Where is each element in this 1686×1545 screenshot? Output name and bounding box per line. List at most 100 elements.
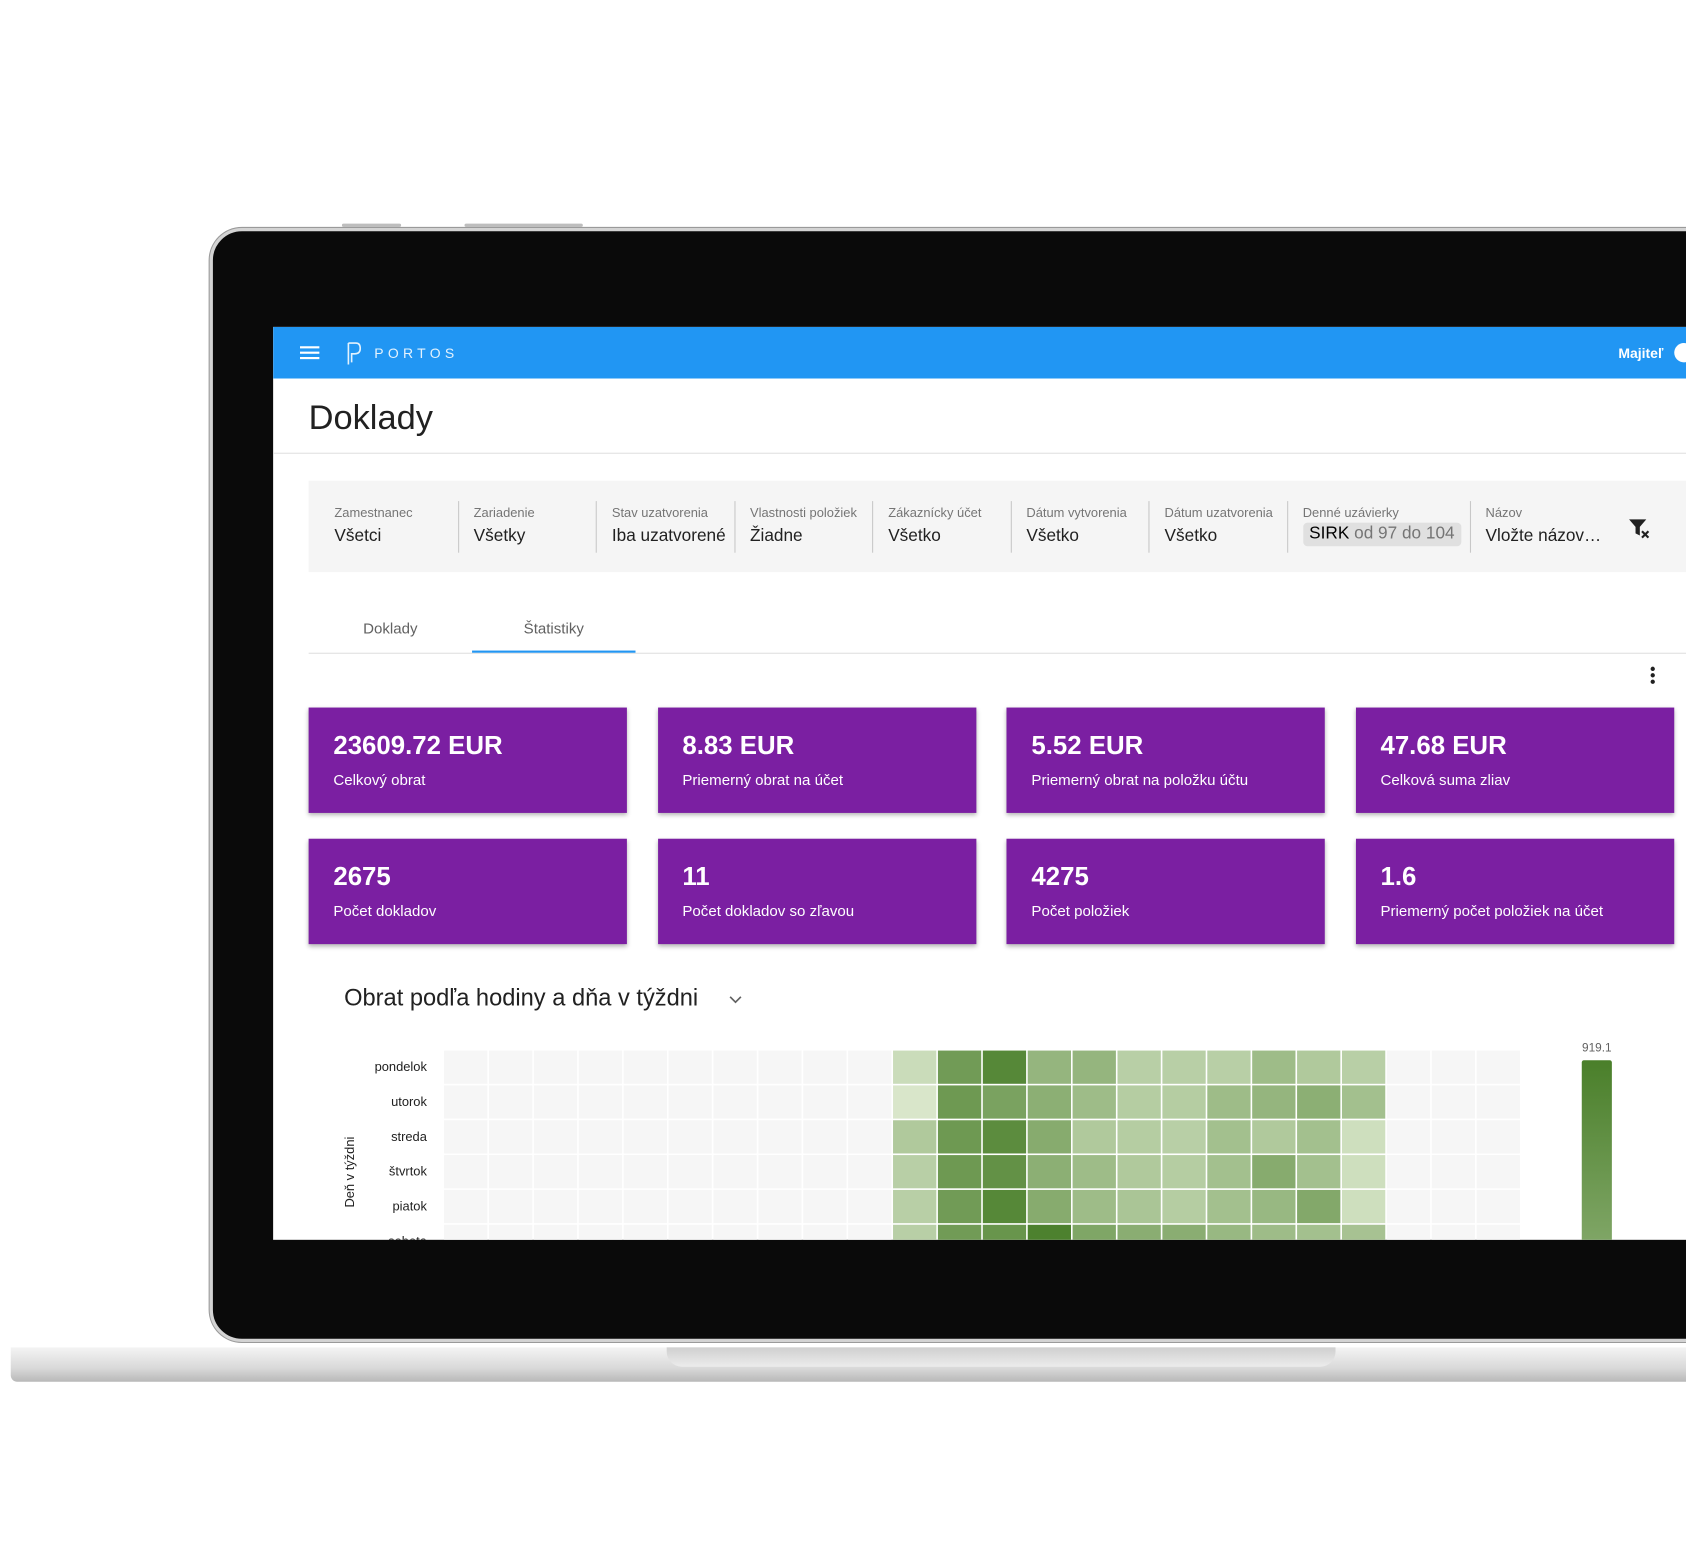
heat-cell — [848, 1050, 892, 1084]
heat-cell — [533, 1189, 578, 1224]
heat-cell — [668, 1189, 712, 1224]
laptop-button — [464, 223, 583, 227]
color-scale-label: 919.1 — [1582, 1041, 1612, 1055]
brand: PORTOS — [374, 345, 459, 362]
row-label: streda — [391, 1129, 428, 1144]
heat-cell — [1072, 1189, 1116, 1224]
menu-button[interactable] — [299, 342, 321, 364]
heat-cell — [668, 1085, 712, 1119]
heat-cell — [893, 1120, 937, 1154]
heat-cell — [937, 1155, 982, 1189]
filter[interactable]: Zariadenie Všetky — [457, 500, 596, 553]
tab-indicator — [472, 650, 636, 653]
heat-cell — [1297, 1120, 1341, 1154]
heat-cell — [937, 1224, 982, 1240]
heat-cell — [713, 1120, 757, 1154]
stat-card: 5.52 EUR Priemerný obrat na položku účtu — [1006, 707, 1325, 813]
chart-dropdown[interactable] — [728, 993, 743, 1008]
heat-cell — [1207, 1085, 1251, 1119]
heat-cell — [1162, 1189, 1206, 1224]
heat-cell — [1297, 1085, 1341, 1119]
filter-label: Dátum uzatvorenia — [1164, 504, 1273, 520]
heat-cell — [623, 1120, 667, 1154]
row-label: utorok — [391, 1094, 427, 1109]
filter[interactable]: Zákaznícky účet Všetko — [872, 500, 1010, 553]
heat-cell — [1027, 1224, 1071, 1240]
heat-cell — [1476, 1155, 1520, 1189]
heat-cell — [488, 1189, 533, 1224]
heat-cell — [488, 1120, 533, 1154]
heat-cell — [444, 1085, 488, 1119]
heat-cell — [1162, 1085, 1206, 1119]
filter[interactable]: Názov Vložte názov… — [1469, 500, 1686, 553]
heat-cell — [1252, 1155, 1296, 1189]
heat-cell — [1117, 1085, 1161, 1119]
stat-value: 5.52 EUR — [1031, 731, 1144, 761]
heat-cell — [1207, 1189, 1251, 1224]
heat-cell — [1431, 1155, 1476, 1189]
heat-cell — [1027, 1085, 1071, 1119]
filter[interactable]: Stav uzatvorenia Iba uzatvorené — [595, 500, 734, 553]
heat-cell — [668, 1120, 712, 1154]
filter-label: Zariadenie — [473, 504, 535, 520]
heat-cell — [848, 1224, 892, 1240]
user-name[interactable]: Majiteľ — [1618, 345, 1664, 362]
heat-cell — [533, 1120, 578, 1154]
heat-cell — [1252, 1085, 1296, 1119]
heat-cell — [1072, 1085, 1116, 1119]
filter[interactable]: Vlastnosti položiek Žiadne — [733, 500, 872, 553]
heat-cell — [623, 1224, 667, 1240]
stat-card: 47.68 EUR Celková suma zliav — [1355, 707, 1675, 813]
heat-cell — [937, 1085, 982, 1119]
stat-card: 23609.72 EUR Celkový obrat — [308, 707, 627, 813]
heat-cell — [1207, 1155, 1251, 1189]
heat-cell — [803, 1224, 847, 1240]
more-button[interactable] — [1645, 665, 1660, 689]
tab[interactable]: Doklady — [363, 619, 418, 637]
filter-label: Zamestnanec — [334, 504, 413, 520]
heat-cell — [578, 1224, 623, 1240]
heat-cell — [758, 1189, 802, 1224]
stat-value: 4275 — [1031, 862, 1089, 892]
heat-cell — [1117, 1120, 1161, 1154]
heat-cell — [533, 1155, 578, 1189]
heat-cell — [1476, 1120, 1520, 1154]
heat-cell — [848, 1189, 892, 1224]
heat-cell — [758, 1050, 802, 1084]
heat-cell — [893, 1050, 937, 1084]
filter[interactable]: Denné uzávierky SIRK od 97 do 104 — [1286, 500, 1470, 553]
heat-cell — [444, 1155, 488, 1189]
heat-cell — [668, 1224, 712, 1240]
heat-cell — [488, 1224, 533, 1240]
filter-label: Vlastnosti položiek — [750, 504, 857, 520]
heatmap: pondelok utorok streda štvrtok piatok sobota D… — [342, 1041, 1612, 1240]
filter[interactable]: Zamestnanec Všetci — [319, 501, 457, 553]
filter-value: Všetky — [473, 526, 526, 545]
heat-cell — [1386, 1085, 1431, 1119]
heat-cell — [578, 1155, 623, 1189]
heat-cell — [982, 1120, 1027, 1154]
tab-divider — [308, 652, 1686, 654]
filter[interactable]: Dátum uzatvorenia Všetko — [1148, 500, 1286, 553]
heat-cell — [803, 1050, 847, 1084]
heat-cell — [533, 1224, 578, 1240]
filter[interactable]: Dátum vytvorenia Všetko — [1010, 500, 1148, 553]
heat-cell — [1341, 1224, 1386, 1240]
heat-cell — [713, 1189, 757, 1224]
stat-value: 23609.72 EUR — [333, 731, 503, 761]
user-icon[interactable] — [1673, 342, 1686, 364]
chip-range: od 97 do 104 — [1354, 524, 1455, 543]
y-axis-label: Deň v týždni — [342, 1137, 357, 1208]
heat-cell — [893, 1155, 937, 1189]
page-title: Doklady — [308, 397, 433, 437]
heat-cell — [713, 1050, 757, 1084]
row-label: pondelok — [375, 1059, 428, 1074]
filter-chip[interactable]: SIRK od 97 do 104 — [1302, 522, 1462, 546]
heat-cell — [758, 1224, 802, 1240]
heat-cell — [803, 1085, 847, 1119]
heat-cell — [982, 1224, 1027, 1240]
heat-cell — [893, 1189, 937, 1224]
filter-value: Žiadne — [750, 526, 803, 545]
clear-filter-button[interactable] — [1627, 516, 1651, 540]
tab[interactable]: Štatistiky — [523, 619, 584, 637]
